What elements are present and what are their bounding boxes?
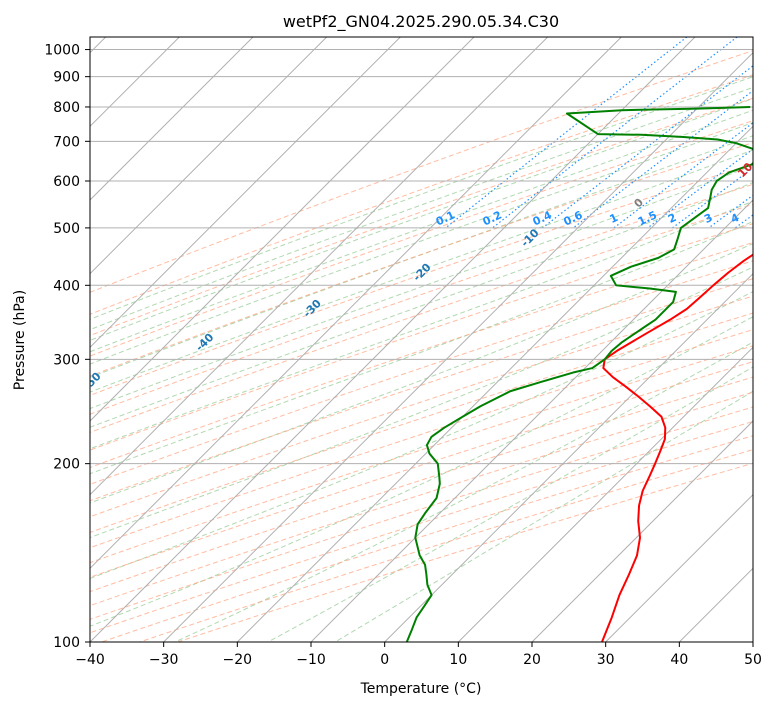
y-tick-label: 1000 — [44, 43, 80, 59]
dry-adiabat — [90, 142, 753, 377]
mixing-ratio-label: 6 — [768, 211, 775, 226]
mixing-ratio-label: 1 — [607, 211, 619, 226]
dry-adiabat — [90, 278, 753, 502]
pressure-gridlines — [90, 49, 753, 642]
x-tick-label: 20 — [523, 652, 541, 668]
dry-adiabat — [90, 391, 753, 607]
moist-adiabat — [90, 76, 753, 320]
x-tick-label: 0 — [380, 652, 389, 668]
moist-adiabat — [90, 266, 753, 539]
x-tick-label: −10 — [296, 652, 326, 668]
moist-adiabats — [90, 76, 753, 642]
y-tick-label: 800 — [53, 100, 80, 116]
dry-adiabat — [90, 50, 753, 293]
chart-title: wetPf2_GN04.2025.290.05.34.C30 — [283, 12, 559, 32]
dry-adiabat — [90, 376, 753, 593]
isotherm — [163, 51, 753, 642]
y-tick-label: 400 — [53, 278, 80, 294]
y-tick-label: 700 — [53, 134, 80, 150]
isotherm — [531, 420, 753, 642]
x-axis-label: Temperature (°C) — [360, 681, 482, 697]
x-tick-label: 50 — [744, 652, 762, 668]
y-tick-label: 900 — [53, 70, 80, 86]
isotherms — [90, 37, 753, 642]
dry-adiabat — [90, 241, 753, 469]
moist-adiabat — [90, 242, 753, 504]
dry-adiabat — [90, 345, 753, 564]
dry-adiabat — [90, 163, 753, 396]
dewpoint-profile — [405, 105, 753, 642]
x-axis-ticks: −40 −30 −20 −10 0 10 20 30 40 50 — [75, 642, 762, 668]
dry-adiabat — [90, 312, 753, 533]
isotherm — [90, 37, 401, 349]
isotherm-label: -40 — [193, 331, 216, 354]
moist-adiabat — [90, 164, 753, 410]
x-tick-label: −30 — [149, 652, 179, 668]
dry-adiabat — [90, 329, 753, 549]
isotherm — [678, 567, 753, 642]
profiles — [405, 105, 753, 642]
isotherm-label: -10 — [518, 226, 541, 249]
temperature-profile — [601, 253, 753, 642]
mixing-ratio-label: 3 — [702, 211, 714, 226]
isotherm — [90, 37, 254, 201]
plot-area: -100-90-80-70-60-50-40-30-20-10010203040… — [80, 37, 775, 642]
isotherm — [90, 37, 696, 642]
y-tick-label: 100 — [53, 635, 80, 651]
y-tick-label: 600 — [53, 174, 80, 190]
dry-adiabat — [90, 223, 753, 451]
x-tick-label: 30 — [597, 652, 615, 668]
x-tick-label: −40 — [75, 652, 105, 668]
isotherm — [90, 37, 475, 422]
isotherm — [457, 346, 753, 642]
mixing-ratio-lines — [445, 37, 753, 229]
y-tick-label: 500 — [53, 221, 80, 237]
dry-adiabat — [90, 361, 753, 578]
mixing-ratio-line — [672, 167, 753, 229]
mixing-ratio-line — [572, 89, 753, 229]
isotherm — [384, 272, 753, 642]
y-axis-ticks: 100 200 300 400 500 600 700 800 900 1000 — [44, 43, 90, 651]
isotherm — [90, 37, 328, 275]
isotherm — [310, 199, 753, 642]
isotherm — [605, 493, 753, 642]
isotherm — [236, 125, 753, 642]
y-axis-label: Pressure (hPa) — [12, 290, 28, 390]
isotherm-label: -20 — [410, 261, 433, 284]
y-tick-label: 300 — [53, 352, 80, 368]
moist-adiabat — [90, 149, 753, 393]
y-tick-label: 200 — [53, 457, 80, 473]
mixing-ratio-line — [734, 214, 753, 229]
dry-adiabat — [177, 462, 753, 642]
moist-adiabat — [90, 109, 753, 353]
mixing-ratio-line — [492, 37, 738, 229]
mixing-ratio-label: 0.4 — [531, 208, 554, 228]
moist-adiabat — [90, 121, 753, 365]
mixing-ratio-label: 0.6 — [562, 208, 585, 228]
isotherm-label: 0 — [631, 195, 646, 210]
dry-adiabat — [90, 97, 753, 337]
moist-adiabat — [174, 341, 753, 642]
mixing-ratio-label: 1.5 — [636, 208, 659, 228]
isotherm — [90, 37, 622, 570]
x-tick-label: −20 — [223, 652, 253, 668]
isotherm — [90, 37, 549, 496]
mixing-ratio-label: 2 — [666, 211, 678, 226]
plot-frame — [89, 36, 754, 643]
moist-adiabat — [267, 366, 753, 642]
x-tick-label: 10 — [449, 652, 467, 668]
isotherm-label: -50 — [80, 369, 103, 392]
mixing-ratio-line — [542, 65, 753, 229]
x-tick-label: 40 — [670, 652, 688, 668]
isotherm — [752, 641, 753, 642]
moist-adiabat — [90, 200, 753, 450]
moist-adiabat — [90, 98, 753, 341]
dry-adiabat — [90, 295, 753, 518]
moist-adiabat — [90, 86, 753, 331]
mixing-ratio-label: 0.1 — [434, 208, 457, 228]
